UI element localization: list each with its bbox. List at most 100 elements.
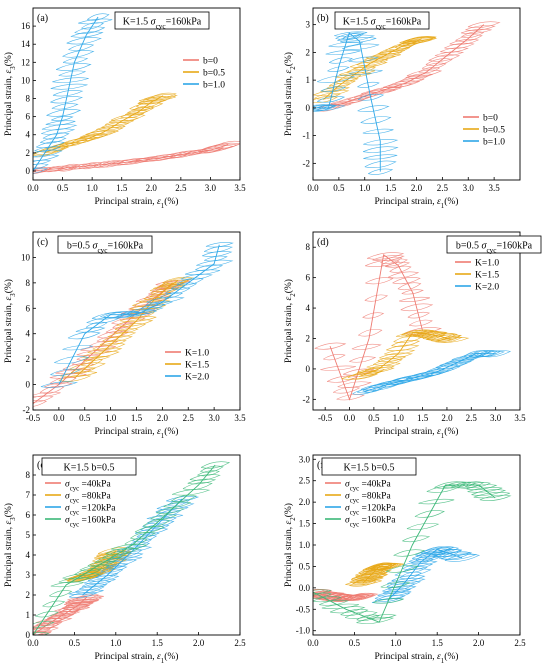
plot-area [33, 242, 234, 407]
x-tick-label: 0.5 [349, 638, 361, 648]
legend: K=1.0 K=1.5 K=2.0 [455, 259, 499, 293]
loop-mark [196, 259, 234, 267]
y-tick-label: -2 [23, 405, 31, 415]
loop-mark [52, 90, 84, 97]
loop-mark [78, 18, 113, 25]
loop-mark [428, 54, 461, 62]
loop-mark [354, 578, 378, 584]
loop-mark [142, 519, 171, 528]
loop-mark [62, 345, 93, 351]
loop-mark [316, 75, 356, 83]
loop-mark [79, 564, 111, 572]
x-tick-label: 0.0 [307, 638, 319, 648]
loop-mark [93, 552, 132, 560]
loop-mark [347, 94, 373, 101]
loop-mark [75, 327, 106, 333]
loop-mark [67, 331, 101, 340]
x-tick-label: 2.5 [183, 413, 195, 423]
loop-mark [120, 308, 156, 315]
loop-mark [410, 558, 434, 565]
series-2 [341, 329, 470, 380]
loop-mark [373, 598, 404, 604]
y-tick-label: 0.0 [299, 583, 311, 593]
chart-panel-2: 0.0 0.5 1.0 1.5 2.0 2.5 3.0 3.5 -2 -1 0 1 2 3 Principa… [283, 7, 521, 210]
loop-mark [364, 160, 397, 169]
loop-mark [466, 484, 498, 491]
loop-mark [35, 611, 59, 618]
loop-mark [113, 328, 139, 334]
loop-mark [440, 47, 469, 53]
loop-mark [385, 261, 411, 268]
loop-mark [425, 58, 453, 66]
loop-mark [63, 599, 100, 606]
loop-mark [45, 120, 76, 126]
loop-mark [349, 593, 377, 600]
loop-mark [54, 356, 90, 364]
y-tick-label: 8 [26, 278, 31, 288]
loop-mark [348, 69, 383, 75]
x-tick-label: 1.5 [116, 183, 128, 193]
loop-mark [326, 375, 359, 383]
loop-mark [313, 589, 333, 597]
loop-mark [110, 544, 148, 551]
legend-entry: b=0 [203, 57, 218, 67]
x-tick-label: 2.0 [411, 183, 423, 193]
loop-mark [402, 535, 431, 543]
x-tick-label: -0.5 [26, 413, 41, 423]
loop-mark [352, 388, 377, 395]
loop-mark [42, 600, 66, 608]
axes-frame [312, 7, 521, 181]
loop-mark [414, 510, 445, 518]
loop-mark [57, 163, 81, 172]
loop-mark [357, 105, 390, 113]
loop-mark [58, 70, 87, 77]
condition-box [57, 235, 153, 254]
series-3 [33, 13, 113, 174]
loop-mark [33, 627, 51, 635]
loop-mark [60, 371, 98, 378]
x-tick-label: 1.5 [152, 638, 164, 648]
loop-mark [189, 474, 221, 481]
loop-mark [33, 149, 63, 158]
x-tick-label: 3.5 [514, 413, 526, 423]
loop-mark [52, 77, 89, 83]
legend-entry: K=1.5 [185, 361, 209, 371]
loop-mark [402, 560, 438, 567]
y-tick-label: 2 [306, 47, 311, 57]
loop-mark [380, 256, 403, 264]
y-tick-label: 2.0 [299, 497, 311, 507]
x-axis-label: Principal strain, ε1(%) [95, 196, 179, 210]
plot-area [313, 481, 512, 624]
loop-mark [66, 37, 102, 45]
loop-mark [399, 571, 422, 580]
loop-mark [33, 159, 52, 165]
loop-mark [207, 142, 240, 150]
loop-mark [86, 317, 120, 324]
series-line [74, 279, 179, 379]
x-tick-label: 0.5 [79, 413, 91, 423]
loop-mark [332, 386, 361, 394]
loop-mark [41, 124, 78, 131]
loop-mark [339, 37, 377, 43]
series-1 [316, 21, 501, 112]
loop-mark [87, 575, 120, 582]
loop-mark [119, 312, 150, 318]
y-tick-label: 0 [26, 630, 31, 640]
y-tick-label: -1.0 [296, 626, 311, 636]
loop-mark [434, 51, 465, 57]
loop-mark [129, 307, 163, 313]
loop-mark [333, 77, 359, 84]
legend-entry: σcyc =160kPa [345, 516, 396, 529]
chart-panel-6: 0.0 0.5 1.0 1.5 2.0 2.5 -1.0 -0.5 0.0 0.5 1.0 1.5 2.… [283, 454, 526, 664]
loop-mark [203, 246, 233, 253]
loop-mark [182, 482, 213, 490]
loop-mark [111, 552, 144, 560]
legend-entry: b=1.0 [483, 138, 505, 148]
y-axis-label: Principal strain, ε3(%) [3, 279, 17, 363]
loop-mark [68, 592, 98, 598]
loop-mark [313, 596, 342, 603]
loop-mark [200, 461, 231, 469]
loop-mark [313, 105, 335, 111]
condition-box [446, 235, 542, 254]
